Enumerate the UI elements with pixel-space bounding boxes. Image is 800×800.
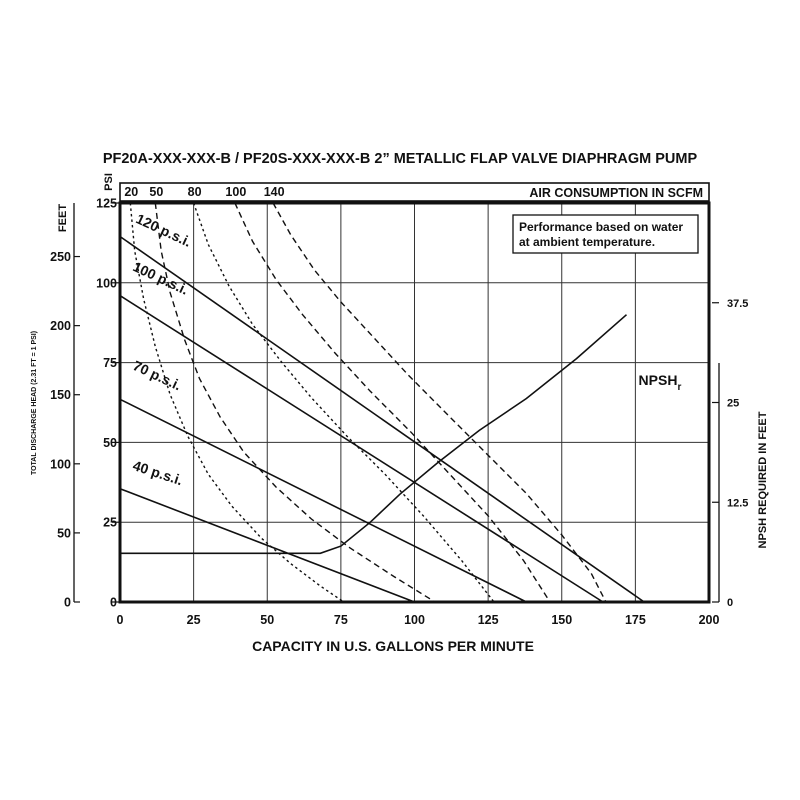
feet-tick-label: 0 (64, 596, 71, 610)
air-label-140: 140 (264, 185, 285, 199)
npsh-tick-label: 12.5 (727, 497, 748, 509)
note-line-2: at ambient temperature. (519, 235, 655, 249)
pressure-line-label: 40 p.s.i. (131, 457, 185, 488)
air-curve-20 (129, 202, 345, 603)
pressure-line (119, 235, 645, 603)
psi-tick-label: 50 (103, 436, 117, 450)
air-consumption-curves (129, 202, 607, 603)
capacity-axis: 0 25 50 75 100 125 150 175 200 (117, 613, 720, 627)
feet-axis: 0 50 100 150 200 250 (50, 250, 80, 610)
npsh-label-sub: r (677, 382, 681, 393)
psi-tick-label: 125 (96, 197, 117, 211)
note-box (512, 214, 699, 254)
air-consumption-title: AIR CONSUMPTION IN SCFM (529, 186, 703, 200)
air-consumption-band (119, 182, 710, 202)
x-tick-label: 200 (699, 613, 720, 627)
feet-tick-label: 150 (50, 388, 71, 402)
air-label-80: 80 (188, 185, 202, 199)
feet-tick-label: 250 (50, 250, 71, 264)
air-label-20: 20 (124, 185, 138, 199)
npsh-tick-label: 37.5 (727, 298, 748, 310)
npsh-tick-label: 0 (727, 597, 733, 609)
head-axis-label: TOTAL DISCHARGE HEAD (2.31 FT = 1 PSI) (31, 331, 38, 475)
npsh-axis: 0 12.5 25 37.5 (712, 298, 748, 609)
plot-frame (118, 201, 711, 604)
note-line-1: Performance based on water (519, 220, 683, 234)
psi-axis: 0 25 50 75 100 125 (96, 197, 120, 610)
feet-axis-label: FEET (57, 204, 69, 232)
feet-tick-label: 100 (50, 457, 71, 471)
grid (120, 203, 709, 602)
pressure-curves: 120 p.s.i.100 p.s.i.70 p.s.i.40 p.s.i. (119, 210, 645, 603)
x-axis-label: CAPACITY IN U.S. GALLONS PER MINUTE (252, 638, 534, 654)
psi-axis-label: PSI (103, 173, 115, 191)
air-consumption-labels: 20 50 80 100 140 (124, 185, 284, 199)
air-label-50: 50 (149, 185, 163, 199)
air-curve-80 (192, 202, 495, 603)
psi-tick-label: 100 (96, 276, 117, 290)
air-label-100: 100 (225, 185, 246, 199)
x-tick-label: 75 (334, 613, 348, 627)
psi-tick-label: 0 (110, 596, 117, 610)
chart-title: PF20A-XXX-XXX-B / PF20S-XXX-XXX-B 2” MET… (103, 151, 698, 167)
npsh-curve (120, 314, 628, 555)
pressure-line (119, 398, 527, 603)
feet-tick-label: 200 (50, 319, 71, 333)
x-tick-label: 0 (117, 613, 124, 627)
npsh-tick-label: 25 (727, 398, 739, 410)
air-curve-100 (234, 202, 551, 603)
pressure-line-label: 120 p.s.i. (134, 210, 194, 250)
air-curve-140 (272, 202, 607, 603)
feet-tick-label: 50 (57, 526, 71, 540)
x-tick-label: 50 (260, 613, 274, 627)
x-tick-label: 150 (551, 613, 572, 627)
pressure-line (119, 294, 604, 603)
psi-tick-label: 25 (103, 516, 117, 530)
x-tick-label: 125 (478, 613, 499, 627)
npsh-label: NPSHr (639, 372, 682, 393)
x-tick-label: 175 (625, 613, 646, 627)
npsh-curve-group: NPSHr (120, 314, 682, 555)
x-tick-label: 100 (404, 613, 425, 627)
air-curve-50 (154, 202, 436, 603)
x-tick-label: 25 (187, 613, 201, 627)
pressure-line (119, 487, 415, 603)
psi-tick-label: 75 (103, 356, 117, 370)
npsh-axis-label: NPSH REQUIRED IN FEET (757, 411, 769, 548)
